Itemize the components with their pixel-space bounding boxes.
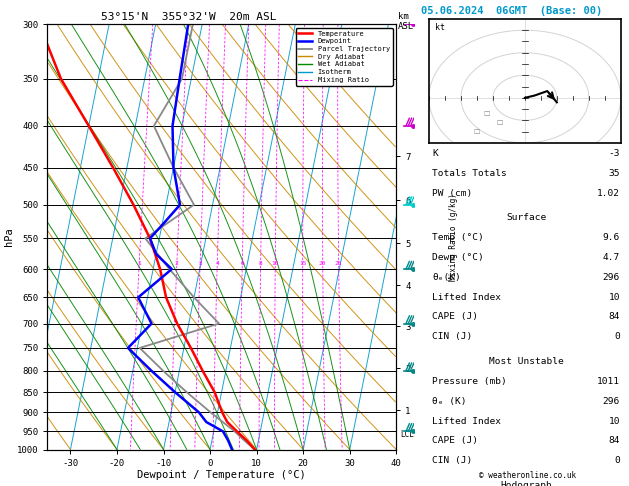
Y-axis label: hPa: hPa: [4, 227, 14, 246]
Text: 1: 1: [137, 260, 141, 266]
Legend: Temperature, Dewpoint, Parcel Trajectory, Dry Adiabat, Wet Adiabat, Isotherm, Mi: Temperature, Dewpoint, Parcel Trajectory…: [296, 28, 392, 86]
Text: CIN (J): CIN (J): [433, 456, 473, 466]
Text: 10: 10: [272, 260, 279, 266]
Text: Mixing Ratio (g/kg): Mixing Ratio (g/kg): [448, 193, 458, 281]
Text: 20: 20: [319, 260, 326, 266]
Text: 296: 296: [603, 273, 620, 282]
Text: 05.06.2024  06GMT  (Base: 00): 05.06.2024 06GMT (Base: 00): [421, 6, 603, 16]
Text: Totals Totals: Totals Totals: [433, 169, 507, 178]
Text: 2: 2: [175, 260, 179, 266]
Text: km
ASL: km ASL: [398, 12, 415, 31]
Text: 4.7: 4.7: [603, 253, 620, 262]
Text: ☐: ☐: [474, 129, 480, 135]
Text: 10: 10: [608, 293, 620, 302]
Text: -3: -3: [608, 149, 620, 158]
Text: 1.02: 1.02: [597, 189, 620, 198]
Text: Pressure (mb): Pressure (mb): [433, 377, 507, 386]
Text: 4: 4: [215, 260, 219, 266]
Text: 0: 0: [614, 332, 620, 342]
Text: CAPE (J): CAPE (J): [433, 436, 479, 446]
Text: Dewp (°C): Dewp (°C): [433, 253, 484, 262]
Text: Hodograph: Hodograph: [500, 481, 552, 486]
Text: LCL: LCL: [400, 430, 414, 438]
Text: 296: 296: [603, 397, 620, 406]
Text: θₑ(K): θₑ(K): [433, 273, 461, 282]
Text: Temp (°C): Temp (°C): [433, 233, 484, 242]
Text: PW (cm): PW (cm): [433, 189, 473, 198]
X-axis label: Dewpoint / Temperature (°C): Dewpoint / Temperature (°C): [137, 470, 306, 480]
Text: 35: 35: [608, 169, 620, 178]
Text: K: K: [433, 149, 438, 158]
Text: 84: 84: [608, 436, 620, 446]
Text: ☐: ☐: [496, 120, 503, 126]
Text: CIN (J): CIN (J): [433, 332, 473, 342]
Text: kt: kt: [435, 23, 445, 33]
Text: Most Unstable: Most Unstable: [489, 357, 564, 366]
Text: 0: 0: [614, 456, 620, 466]
Text: 53°15'N  355°32'W  20m ASL: 53°15'N 355°32'W 20m ASL: [101, 12, 277, 22]
Text: 3: 3: [198, 260, 202, 266]
Text: Surface: Surface: [506, 213, 546, 222]
Text: ☐: ☐: [484, 111, 489, 117]
Text: CAPE (J): CAPE (J): [433, 312, 479, 322]
Text: 25: 25: [335, 260, 342, 266]
Text: © weatheronline.co.uk: © weatheronline.co.uk: [479, 471, 576, 480]
Text: Lifted Index: Lifted Index: [433, 417, 501, 426]
Text: 10: 10: [608, 417, 620, 426]
Text: 84: 84: [608, 312, 620, 322]
Text: 6: 6: [240, 260, 244, 266]
Text: 8: 8: [259, 260, 262, 266]
Text: θₑ (K): θₑ (K): [433, 397, 467, 406]
Text: Lifted Index: Lifted Index: [433, 293, 501, 302]
Text: 15: 15: [299, 260, 306, 266]
Text: 9.6: 9.6: [603, 233, 620, 242]
Text: 1011: 1011: [597, 377, 620, 386]
